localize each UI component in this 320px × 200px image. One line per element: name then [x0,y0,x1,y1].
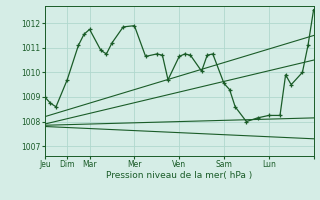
X-axis label: Pression niveau de la mer( hPa ): Pression niveau de la mer( hPa ) [106,171,252,180]
